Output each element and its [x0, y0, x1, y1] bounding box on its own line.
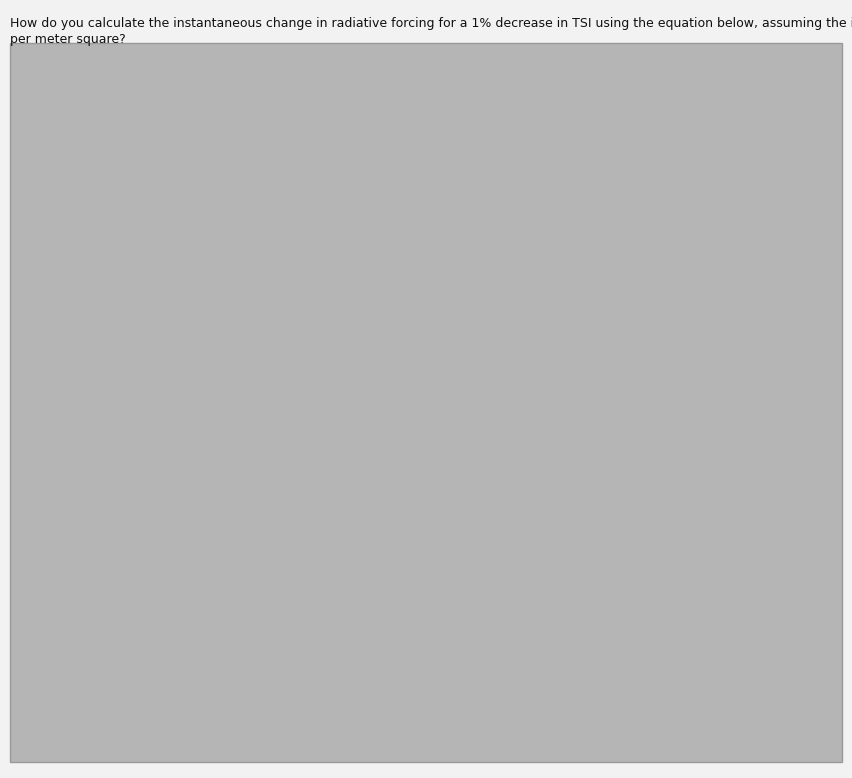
Text: S, solar radiation received at the TOA: S, solar radiation received at the TOA	[193, 528, 532, 547]
Text: $\alpha$, planetary albedo: $\alpha$, planetary albedo	[193, 576, 371, 599]
Text: energy from the system (observed at the TOA): energy from the system (observed at the …	[135, 342, 610, 359]
Text: per meter square?: per meter square?	[10, 33, 126, 46]
Text: emitted from the Earth's surface and TOA: emitted from the Earth's surface and TOA	[143, 678, 520, 696]
Text: $L_*$, the difference between infrared radiation: $L_*$, the difference between infrared r…	[143, 629, 550, 648]
Text: to the emission of infrared radiation: to the emission of infrared radiation	[60, 187, 490, 207]
Text: $R_{n(TOA)} = \dfrac{S}{4}(1-\alpha) - L_*$: $R_{n(TOA)} = \dfrac{S}{4}(1-\alpha) - L…	[280, 403, 572, 456]
Text: When the rate of absorbed solar radiation is equal: When the rate of absorbed solar radiatio…	[60, 140, 657, 160]
Text: the gain of solar energy and the loss of infrared: the gain of solar energy and the loss of…	[135, 298, 624, 317]
Text: Radiative Equilibrium: Radiative Equilibrium	[295, 82, 557, 105]
Text: The fundamental equation of climate describes: The fundamental equation of climate desc…	[135, 255, 615, 273]
Text: ❖: ❖	[143, 709, 168, 737]
Text: How do you calculate the instantaneous change in radiative forcing for a 1% decr: How do you calculate the instantaneous c…	[10, 17, 852, 30]
